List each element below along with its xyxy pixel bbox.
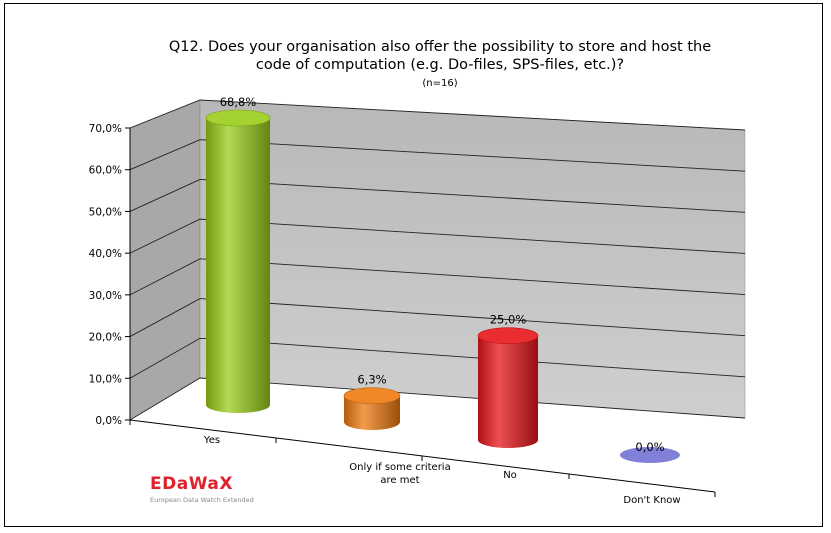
bar-body <box>478 335 538 448</box>
y-tick-label: 40,0% <box>89 248 122 260</box>
bar-top <box>477 327 539 345</box>
y-tick-label: 10,0% <box>89 373 122 385</box>
chart-title-line1: Q12. Does your organisation also offer t… <box>168 39 712 55</box>
grid-line <box>129 178 746 213</box>
chart-floor <box>130 378 745 492</box>
value-label: 0,0% <box>635 440 664 454</box>
value-labels: 68,8% 6,3% 25,0% 0,0% <box>220 95 665 454</box>
back-wall <box>199 99 746 419</box>
x-tick-label: Only if some criteria <box>349 462 450 473</box>
value-label: 6,3% <box>357 373 386 387</box>
bar <box>477 327 539 448</box>
bar-body <box>206 118 270 414</box>
edawax-logo-tagline: European Data Watch Extended <box>150 496 254 504</box>
grid-lines <box>129 99 746 421</box>
bar-top <box>620 447 680 463</box>
grid-line <box>129 258 746 296</box>
bar-top <box>205 109 271 127</box>
grid-line <box>129 377 746 421</box>
value-label: 68,8% <box>220 95 257 109</box>
axes <box>125 127 716 497</box>
y-tick-label: 50,0% <box>89 206 122 218</box>
chart-title-line2: code of computation (e.g. Do-files, SPS-… <box>255 57 625 73</box>
bar-top <box>343 387 401 405</box>
x-tick-label: Don't Know <box>623 495 680 506</box>
value-label: 25,0% <box>490 313 527 327</box>
bar <box>205 109 271 414</box>
x-tick-label: Yes <box>203 435 220 446</box>
bars <box>205 109 680 463</box>
bar-body <box>344 395 400 430</box>
grid-line <box>129 99 746 131</box>
chart-subtitle: (n=16) <box>422 78 458 89</box>
x-tick-label: No <box>503 470 517 481</box>
y-tick-label: 30,0% <box>89 290 122 302</box>
bar <box>343 387 401 430</box>
grid-line <box>129 337 746 379</box>
x-tick-label: are met <box>380 475 419 486</box>
edawax-logo: EDaWaX <box>150 474 233 494</box>
y-tick-label: 0,0% <box>95 415 122 427</box>
grid-line <box>129 298 746 337</box>
x-tick-labels: Yes Only if some criteria are met No Don't K… <box>203 435 681 506</box>
bar <box>620 447 680 463</box>
y-tick-label: 20,0% <box>89 332 122 344</box>
y-tick-labels: 0,0% 10,0% 20,0% 30,0% 40,0% 50,0% 60,0% 70,0% <box>89 123 122 427</box>
grid-line <box>129 218 746 254</box>
y-tick-label: 60,0% <box>89 165 122 177</box>
y-tick-label: 70,0% <box>89 123 122 135</box>
grid-line <box>129 139 746 172</box>
